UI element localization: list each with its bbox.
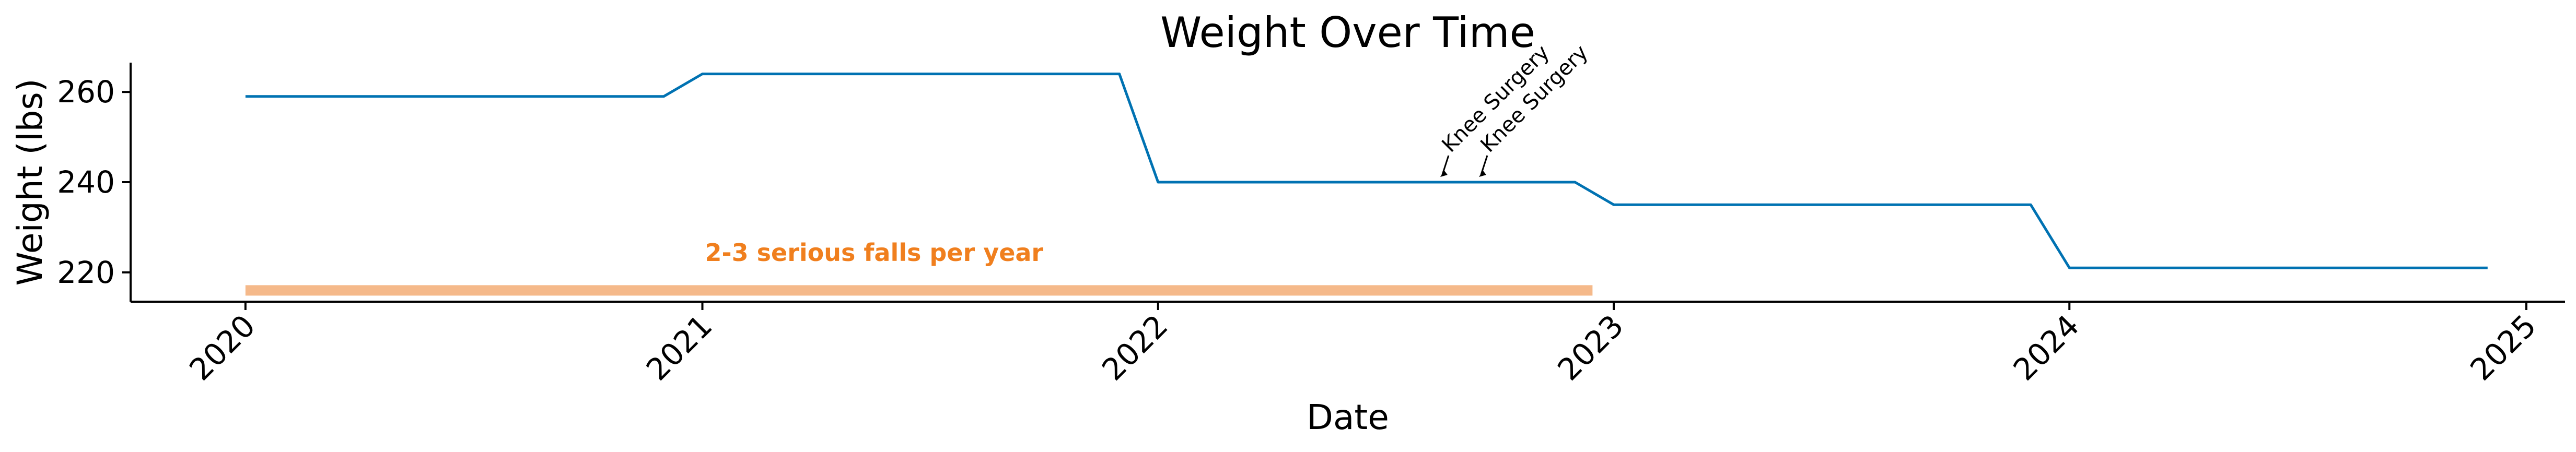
falls-band-label: 2-3 serious falls per year [705,239,1044,267]
x-tick-label: 2023 [1551,308,1630,387]
annotation-arrowhead [1440,171,1448,177]
annotation-arrowhead [1478,171,1486,177]
y-tick-label: 260 [57,74,115,110]
x-ticks: 2020 2021 2022 2023 2024 2025 [182,302,2543,387]
y-ticks: 220 240 260 [57,74,131,290]
y-tick-label: 240 [57,164,115,200]
series-layer [245,73,2488,269]
y-axis-label: Weight (lbs) [10,78,50,286]
weight-series-line [245,73,2488,269]
band-layer: 2-3 serious falls per year [245,239,1593,296]
falls-band [245,285,1593,296]
annotation-arrow [1441,155,1450,175]
x-tick-label: 2024 [2007,308,2086,387]
x-tick-label: 2020 [182,308,262,387]
x-tick-label: 2025 [2463,308,2543,387]
x-tick-label: 2022 [1095,308,1174,387]
x-axis-label: Date [1307,397,1389,437]
annotation-arrow [1480,155,1488,175]
x-tick-label: 2021 [639,308,719,387]
y-tick-label: 220 [57,255,115,290]
chart-title: Weight Over Time [1160,8,1535,57]
